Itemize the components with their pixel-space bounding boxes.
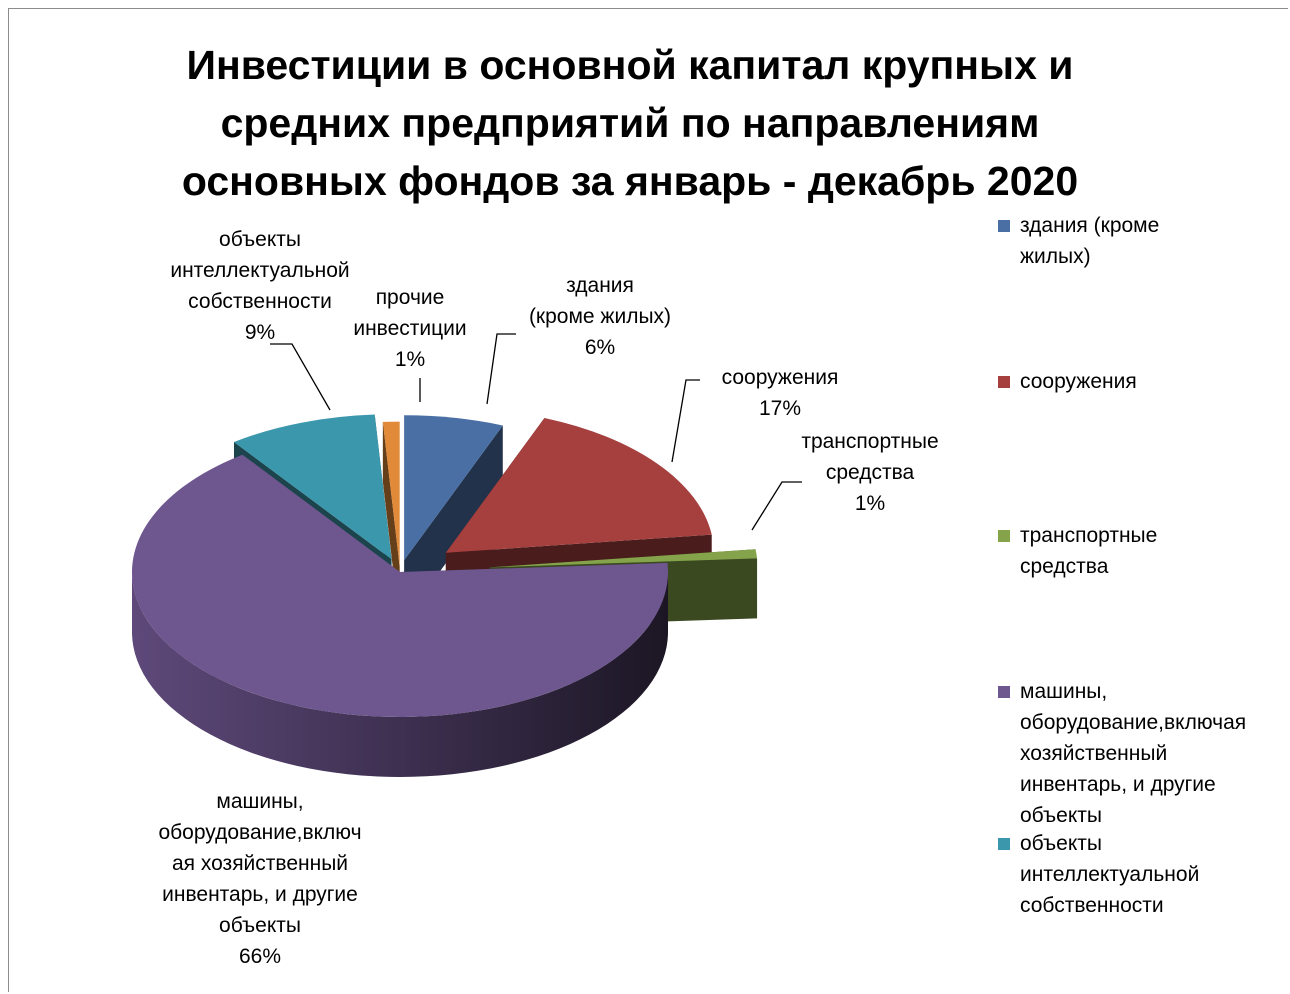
legend-item-structures: сооружения	[994, 366, 1290, 397]
leader-line-ip	[270, 343, 331, 411]
data-label-other-line: инвестиции	[353, 317, 467, 340]
data-label-transport-line: средства	[825, 461, 915, 484]
legend-swatch-structures	[998, 376, 1010, 388]
data-label-machinery-line: инвентарь, и другие	[162, 883, 358, 906]
data-label-structures-line: сооружения	[721, 366, 839, 389]
legend-item-machinery: машины, оборудование,включая хозяйственный…	[994, 676, 1290, 831]
data-label-buildings-line: здания	[566, 274, 634, 297]
slice-structures	[445, 417, 712, 553]
data-label-buildings-line: 6%	[584, 336, 616, 359]
legend-label-structures: сооружения	[1020, 370, 1137, 393]
data-label-ip-line: интеллектуальной	[170, 259, 350, 282]
data-label-structures-line: 17%	[758, 397, 802, 420]
chart-title-line-2: средних предприятий по направлениям	[220, 100, 1040, 146]
slice-buildings	[404, 415, 503, 561]
legend-item-buildings: здания (кроме жилых)	[994, 210, 1290, 272]
legend-swatch-ip	[998, 838, 1010, 850]
data-label-other-line: 1%	[394, 348, 426, 371]
legend-label-ip: собственности	[1020, 894, 1164, 917]
legend-label-transport: транспортные	[1020, 524, 1158, 547]
data-label-ip-line: объекты	[219, 228, 301, 251]
legend-swatch-buildings	[998, 220, 1010, 232]
leader-line-transport	[751, 481, 802, 531]
data-label-ip-line: собственности	[188, 290, 332, 313]
leader-line-structures	[671, 379, 700, 463]
legend-label-buildings: жилых)	[1020, 245, 1091, 268]
data-label-other: прочие инвестиции 1%	[340, 282, 480, 375]
data-label-other-line: прочие	[375, 286, 445, 309]
legend-label-machinery: оборудование,включая	[1020, 711, 1247, 734]
chart-title-line-3: основных фондов за январь - декабрь 2020	[181, 158, 1079, 204]
leader-line-buildings	[486, 333, 516, 405]
slice-machinery	[132, 454, 669, 717]
data-label-machinery-line: машины,	[216, 790, 304, 813]
data-label-buildings-line: (кроме жилых)	[528, 305, 672, 328]
slice-rim-machinery	[132, 572, 668, 777]
legend-swatch-transport	[998, 530, 1010, 542]
data-label-structures: сооружения 17%	[690, 362, 870, 424]
slice-transport	[489, 549, 758, 568]
data-label-transport-line: 1%	[854, 492, 886, 515]
chart-title: Инвестиции в основной капитал крупных и …	[130, 36, 1130, 210]
data-label-ip-line: 9%	[244, 321, 276, 344]
slice-other	[382, 421, 400, 567]
legend-label-machinery: инвентарь, и другие	[1020, 773, 1216, 796]
legend-label-ip: объекты	[1020, 832, 1102, 855]
legend-label-machinery: хозяйственный	[1020, 742, 1168, 765]
data-label-machinery-line: объекты	[219, 914, 301, 937]
legend-item-ip: объекты интеллектуальной собственности	[994, 828, 1290, 921]
legend-label-transport: средства	[1020, 555, 1109, 578]
data-label-transport: транспортные средства 1%	[770, 426, 970, 519]
legend-label-machinery: машины,	[1020, 680, 1108, 703]
legend-swatch-machinery	[998, 686, 1010, 698]
legend-item-transport: транспортные средства	[994, 520, 1290, 582]
data-label-machinery-line: оборудование,включ	[158, 821, 362, 844]
chart-frame	[8, 8, 1288, 992]
data-label-buildings: здания (кроме жилых) 6%	[500, 270, 700, 363]
chart-title-line-1: Инвестиции в основной капитал крупных и	[186, 42, 1074, 88]
data-label-machinery: машины, оборудование,включ ая хозяйственны…	[110, 786, 410, 972]
legend-label-ip: интеллектуальной	[1020, 863, 1200, 886]
legend-label-machinery: объекты	[1020, 804, 1102, 827]
legend-label-buildings: здания (кроме	[1020, 214, 1160, 237]
data-label-machinery-line: 66%	[238, 945, 282, 968]
slice-ip	[234, 414, 392, 560]
data-label-ip: объекты интеллектуальной собственности 9%	[150, 224, 370, 348]
data-label-machinery-line: ая хозяйственный	[171, 852, 349, 875]
data-label-transport-line: транспортные	[801, 430, 939, 453]
